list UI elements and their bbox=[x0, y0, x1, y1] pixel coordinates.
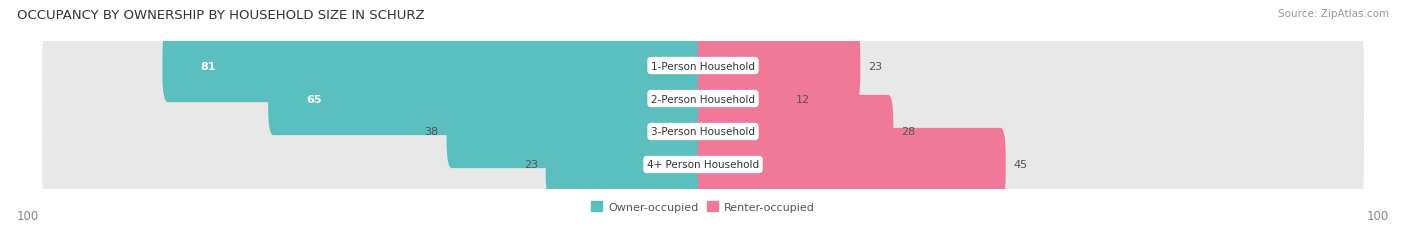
Text: 1-Person Household: 1-Person Household bbox=[651, 61, 755, 71]
FancyBboxPatch shape bbox=[269, 63, 709, 136]
FancyBboxPatch shape bbox=[697, 128, 1005, 201]
FancyBboxPatch shape bbox=[42, 38, 1364, 94]
Text: OCCUPANCY BY OWNERSHIP BY HOUSEHOLD SIZE IN SCHURZ: OCCUPANCY BY OWNERSHIP BY HOUSEHOLD SIZE… bbox=[17, 9, 425, 22]
Text: 100: 100 bbox=[17, 209, 39, 222]
FancyBboxPatch shape bbox=[697, 30, 860, 103]
Text: 23: 23 bbox=[868, 61, 883, 71]
Text: 45: 45 bbox=[1014, 160, 1028, 170]
Text: 2-Person Household: 2-Person Household bbox=[651, 94, 755, 104]
Text: 23: 23 bbox=[523, 160, 537, 170]
FancyBboxPatch shape bbox=[42, 137, 1364, 193]
Text: Source: ZipAtlas.com: Source: ZipAtlas.com bbox=[1278, 9, 1389, 19]
FancyBboxPatch shape bbox=[546, 128, 709, 201]
FancyBboxPatch shape bbox=[163, 30, 709, 103]
Text: 65: 65 bbox=[307, 94, 322, 104]
FancyBboxPatch shape bbox=[42, 71, 1364, 127]
FancyBboxPatch shape bbox=[447, 95, 709, 168]
Text: 12: 12 bbox=[796, 94, 810, 104]
Text: 3-Person Household: 3-Person Household bbox=[651, 127, 755, 137]
Text: 100: 100 bbox=[1367, 209, 1389, 222]
Text: 28: 28 bbox=[901, 127, 915, 137]
Legend: Owner-occupied, Renter-occupied: Owner-occupied, Renter-occupied bbox=[586, 197, 820, 216]
Text: 38: 38 bbox=[425, 127, 439, 137]
FancyBboxPatch shape bbox=[697, 63, 787, 136]
FancyBboxPatch shape bbox=[697, 95, 893, 168]
Text: 81: 81 bbox=[201, 61, 217, 71]
FancyBboxPatch shape bbox=[42, 104, 1364, 160]
Text: 4+ Person Household: 4+ Person Household bbox=[647, 160, 759, 170]
